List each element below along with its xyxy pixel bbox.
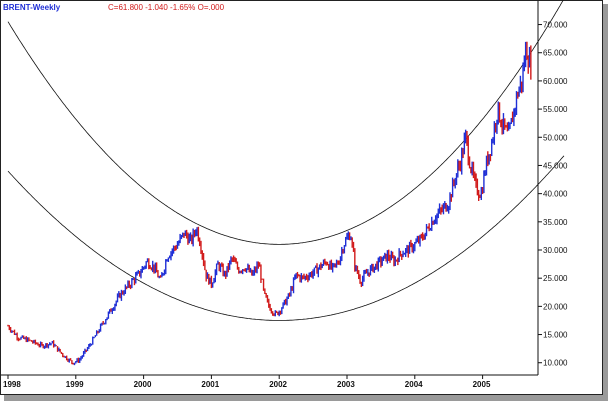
x-tick-label: 2002 (269, 380, 287, 389)
y-tick-label: 70.000 (543, 21, 568, 30)
y-tick-label: 30.000 (543, 246, 568, 255)
y-tick-label: 65.000 (543, 49, 568, 58)
chart-title: BRENT-Weekly (3, 3, 61, 12)
x-tick-label: 2000 (134, 380, 152, 389)
y-tick-label: 20.000 (543, 302, 568, 311)
arc-upper (7, 0, 564, 245)
y-tick-label: 35.000 (543, 218, 568, 227)
y-tick-label: 25.000 (543, 274, 568, 283)
x-tick-label: 1998 (3, 380, 21, 389)
y-tick-label: 15.000 (543, 331, 568, 340)
y-tick-label: 50.000 (543, 133, 568, 142)
arc-lower (7, 155, 565, 321)
x-tick-label: 2004 (405, 380, 423, 389)
y-tick-label: 10.000 (543, 359, 568, 368)
x-tick-label: 1999 (66, 380, 84, 389)
x-tick-label: 2001 (201, 380, 219, 389)
y-tick-label: 40.000 (543, 190, 568, 199)
price-quote: C=61.800 -1.040 -1.65% O=.000 (108, 3, 225, 12)
x-tick-label: 2005 (473, 380, 491, 389)
y-tick-label: 55.000 (543, 105, 568, 114)
arcs-layer (7, 0, 565, 321)
candles-layer (7, 41, 532, 366)
x-tick-label: 2003 (337, 380, 355, 389)
y-tick-label: 45.000 (543, 161, 568, 170)
y-tick-label: 60.000 (543, 77, 568, 86)
chart-frame (0, 0, 603, 395)
y-axis-ticks: 10.000 15.000 20.000 25.000 30.000 35.000 40.0… (538, 21, 568, 368)
x-axis-ticks: 1998 1999 2000 2001 2002 2003 2004 2005 (3, 375, 491, 389)
